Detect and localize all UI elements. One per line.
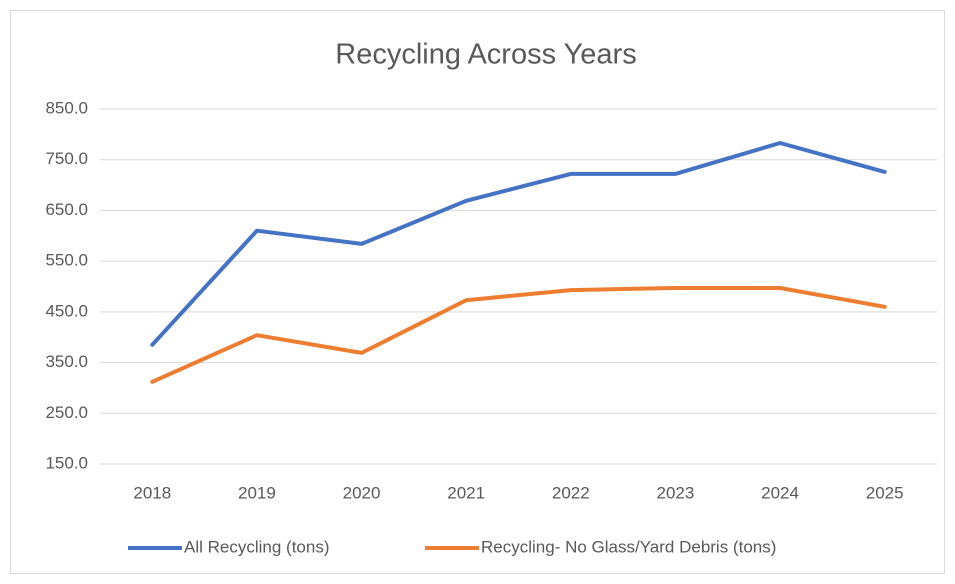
chart-title: Recycling Across Years — [335, 39, 636, 71]
x-tick-label: 2022 — [552, 483, 590, 502]
y-tick-label: 850.0 — [45, 98, 88, 117]
legend-label: All Recycling (tons) — [184, 537, 330, 556]
x-tick-label: 2025 — [866, 483, 904, 502]
x-tick-label: 2024 — [761, 483, 799, 502]
series-line — [150, 141, 887, 347]
x-tick-label: 2021 — [447, 483, 485, 502]
chart-border — [10, 10, 945, 574]
x-tick-label: 2023 — [657, 483, 695, 502]
x-tick-label: 2018 — [133, 483, 171, 502]
x-tick-label: 2019 — [238, 483, 276, 502]
x-tick-label: 2020 — [343, 483, 381, 502]
series-line — [150, 286, 887, 384]
legend-label: Recycling- No Glass/Yard Debris (tons) — [481, 537, 776, 556]
y-tick-label: 750.0 — [45, 149, 88, 168]
y-tick-label: 550.0 — [45, 251, 88, 270]
y-tick-label: 250.0 — [45, 403, 88, 422]
y-tick-label: 350.0 — [45, 352, 88, 371]
y-tick-label: 650.0 — [45, 200, 88, 219]
y-tick-label: 150.0 — [45, 453, 88, 472]
y-tick-label: 450.0 — [45, 301, 88, 320]
